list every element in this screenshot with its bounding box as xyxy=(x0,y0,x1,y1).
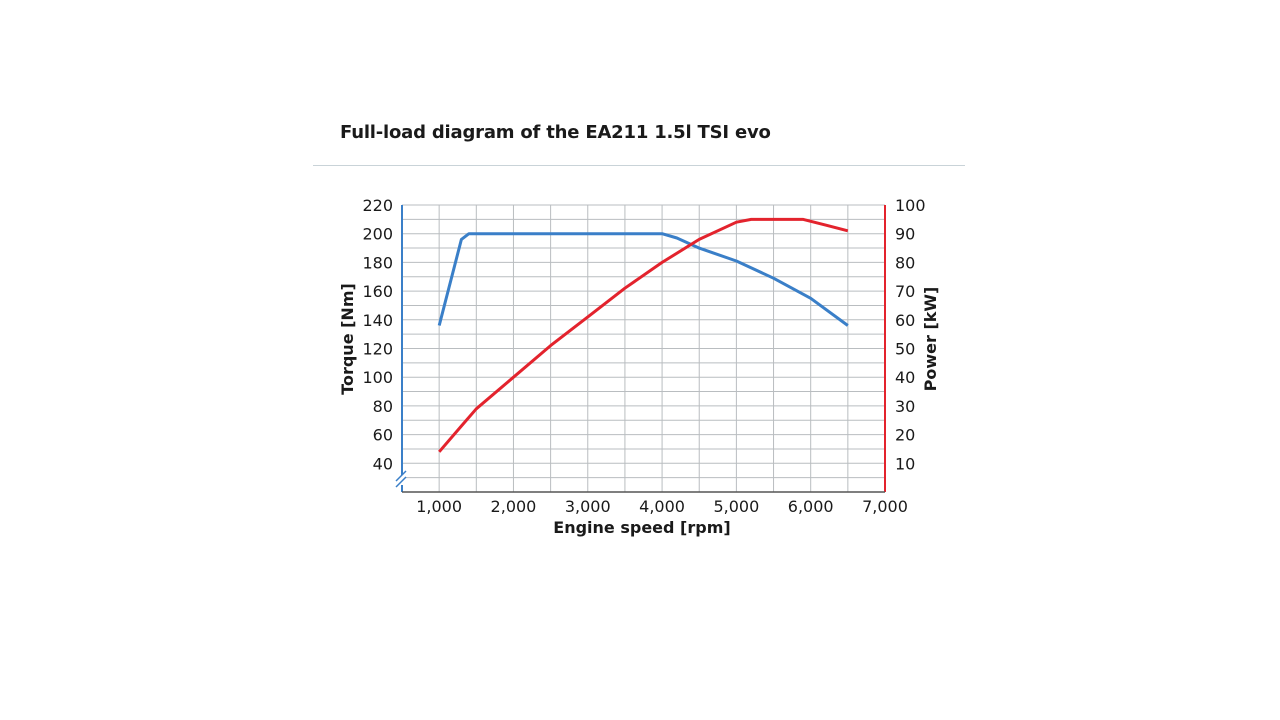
axes xyxy=(395,205,886,493)
x-tick-label: 5,000 xyxy=(713,497,759,516)
y-left-tick-label: 160 xyxy=(362,282,393,301)
power-curve xyxy=(438,217,849,453)
y-right-tick-label: 90 xyxy=(895,225,915,244)
y-right-tick-label: 70 xyxy=(895,282,915,301)
axis-break-mark xyxy=(395,470,407,482)
x-tick-label: 6,000 xyxy=(788,497,834,516)
grid xyxy=(402,204,886,492)
y-left-tick-label: 40 xyxy=(373,454,393,473)
x-tick-label: 1,000 xyxy=(416,497,462,516)
axis-break-mark xyxy=(395,476,407,488)
y-right-tick-label: 20 xyxy=(895,426,915,445)
chart-title: Full-load diagram of the EA211 1.5l TSI … xyxy=(340,122,771,143)
y-left-tick-label: 120 xyxy=(362,340,393,359)
y-right-tick-label: 30 xyxy=(895,397,915,416)
x-tick-label: 3,000 xyxy=(565,497,611,516)
y-left-tick-label: 60 xyxy=(373,426,393,445)
y-left-tick-label: 80 xyxy=(373,397,393,416)
y-left-tick-label: 180 xyxy=(362,253,393,272)
x-tick-label: 2,000 xyxy=(491,497,537,516)
torque-curve xyxy=(437,232,849,327)
x-tick-label: 7,000 xyxy=(862,497,908,516)
y-left-tick-label: 100 xyxy=(362,368,393,387)
y-left-axis-title: Torque [Nm] xyxy=(338,283,357,395)
y-left-tick-label: 200 xyxy=(362,225,393,244)
y-right-axis-title: Power [kW] xyxy=(921,287,940,392)
title-divider xyxy=(313,165,965,166)
y-right-tick-label: 80 xyxy=(895,253,915,272)
y-right-tick-label: 10 xyxy=(895,454,915,473)
tick-labels: 1,000 2,000 3,000 4,000 5,000 6,000 7,000 40 60 8… xyxy=(362,196,925,516)
y-right-tick-label: 50 xyxy=(895,340,915,359)
y-left-tick-label: 220 xyxy=(362,196,393,215)
y-right-tick-label: 60 xyxy=(895,311,915,330)
y-right-tick-label: 40 xyxy=(895,368,915,387)
x-tick-label: 4,000 xyxy=(639,497,685,516)
y-left-tick-label: 140 xyxy=(362,311,393,330)
series-layer xyxy=(437,217,849,453)
y-right-tick-label: 100 xyxy=(895,196,926,215)
x-axis-title: Engine speed [rpm] xyxy=(553,518,730,537)
